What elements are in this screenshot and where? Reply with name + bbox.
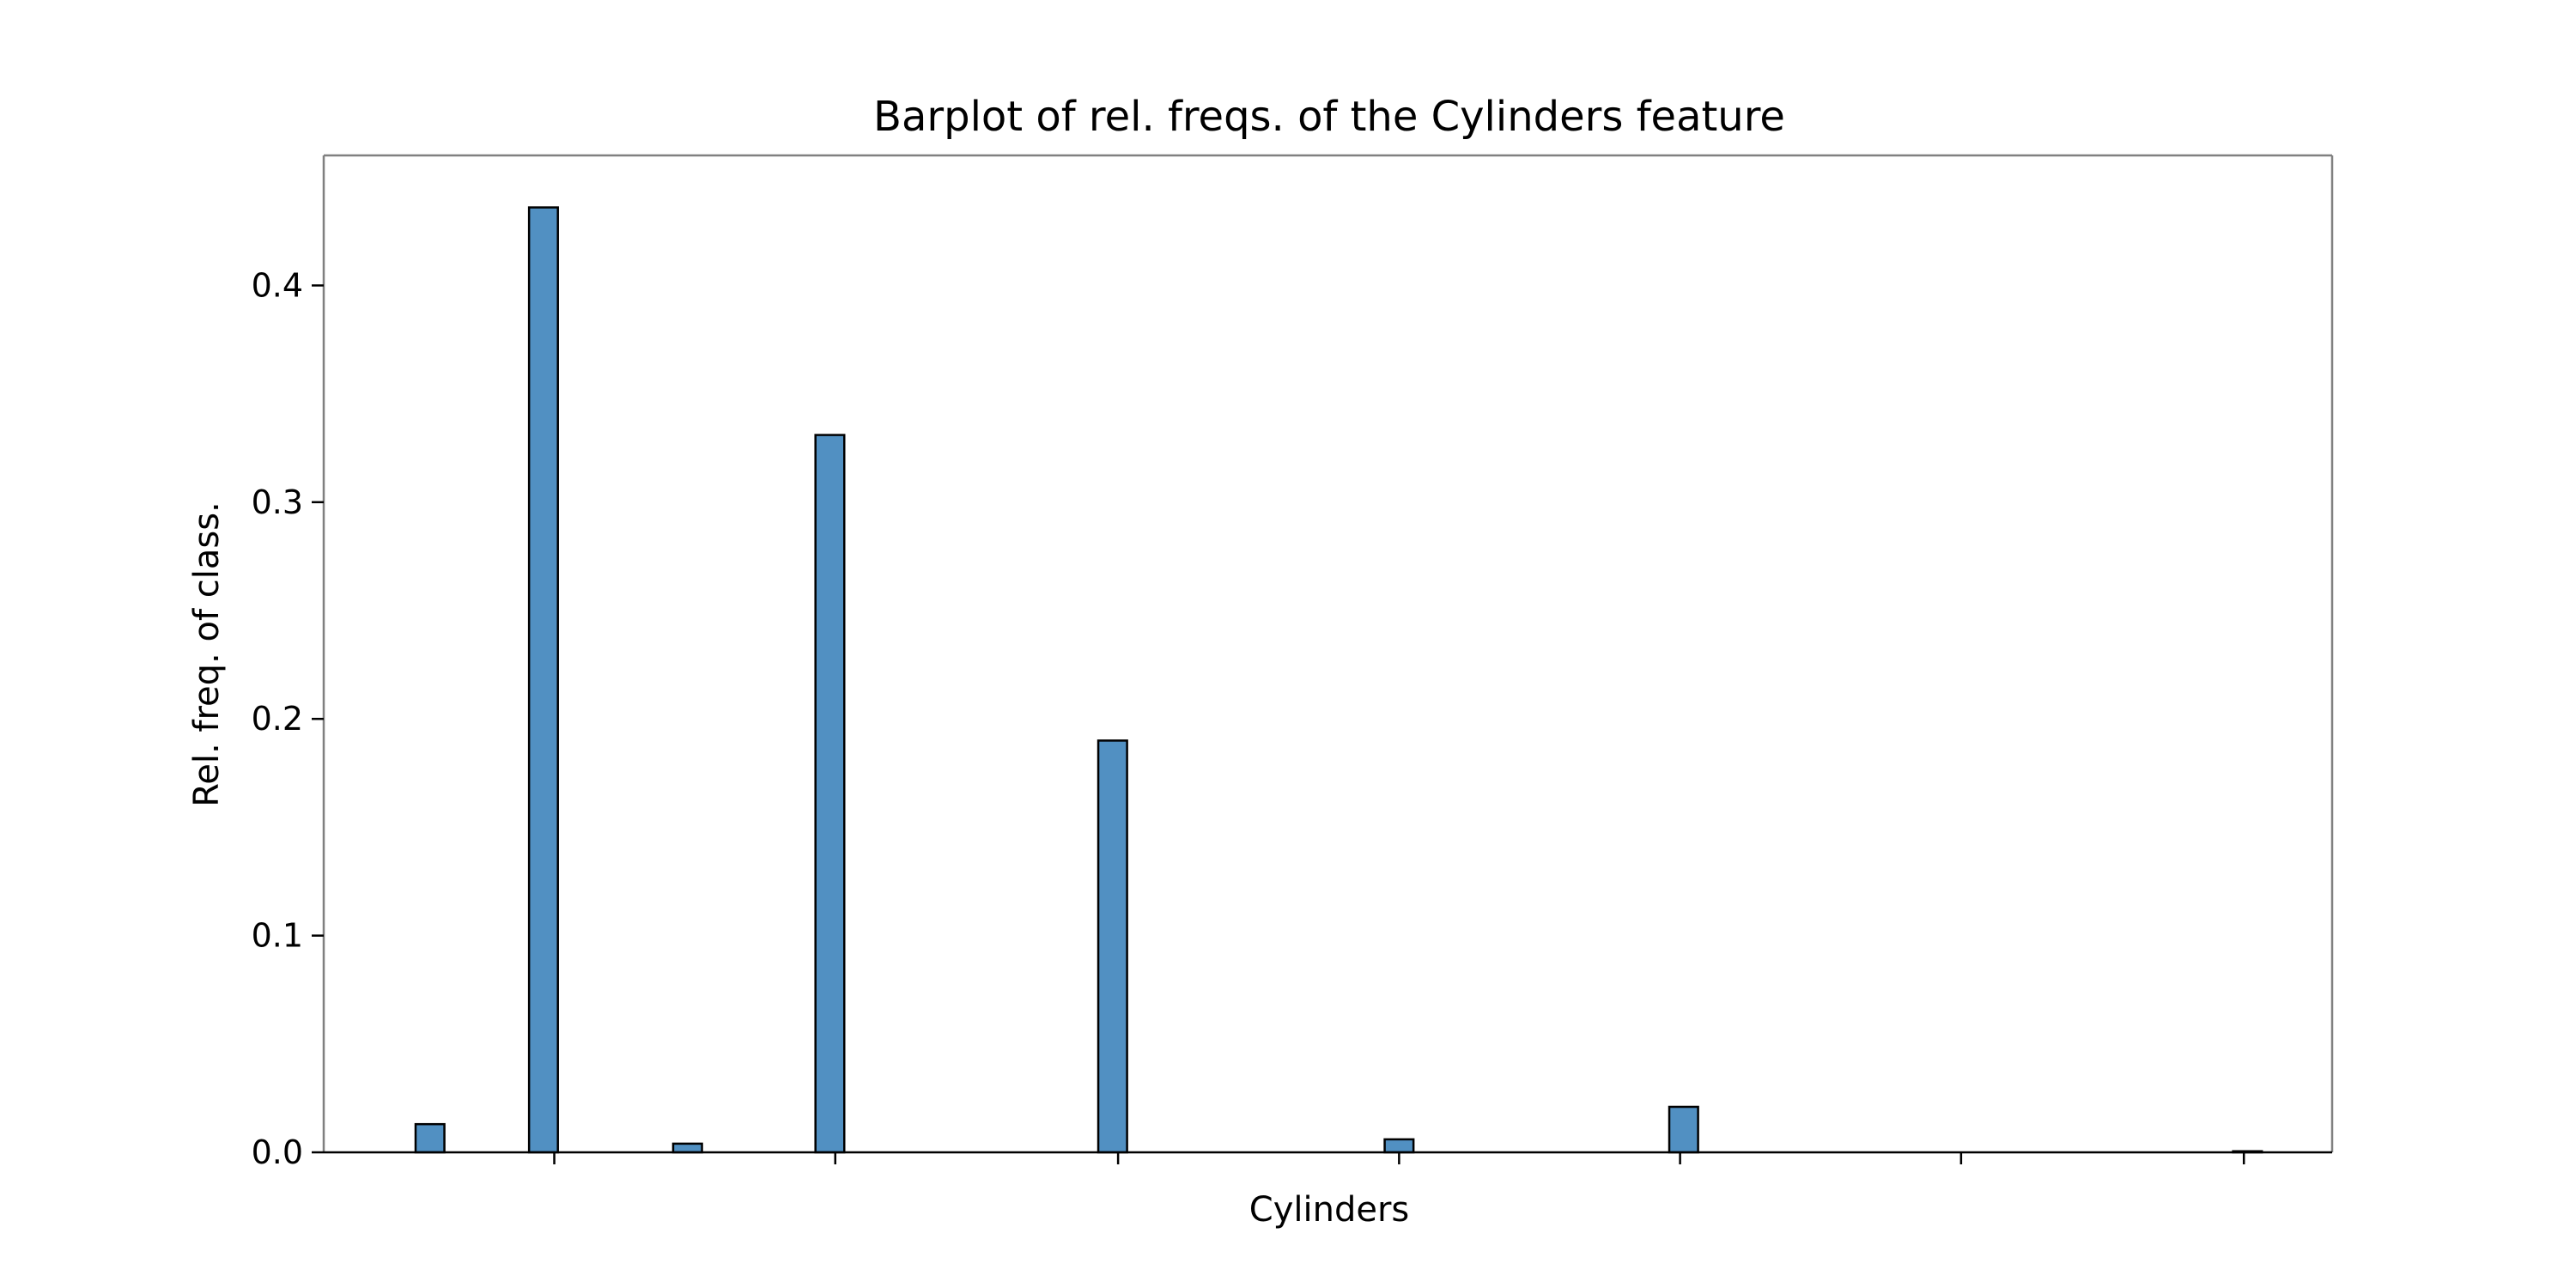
bar-4 (1097, 739, 1128, 1154)
bars-layer (414, 206, 2263, 1154)
bar-3 (814, 434, 846, 1154)
bar-5 (1383, 1138, 1415, 1154)
axis-ticks: 0.0 0.1 0.2 0.3 0.4 (252, 266, 2245, 1171)
y-axis-label: Rel. freq. of class. (187, 501, 227, 807)
bar-1 (527, 206, 559, 1154)
y-tick-label: 0.1 (252, 917, 303, 955)
y-tick-label: 0.3 (252, 483, 303, 521)
x-axis-label: Cylinders (1249, 1190, 1409, 1230)
chart-title: Barplot of rel. freqs. of the Cylinders … (873, 93, 1785, 141)
bar-6 (1668, 1105, 1699, 1154)
y-tick-label: 0.4 (252, 266, 303, 304)
bar-2 (671, 1142, 703, 1154)
bar-0 (414, 1122, 446, 1154)
y-tick-label: 0.0 (252, 1133, 303, 1171)
plot-frame (322, 154, 2334, 1154)
y-tick-label: 0.2 (252, 700, 303, 738)
